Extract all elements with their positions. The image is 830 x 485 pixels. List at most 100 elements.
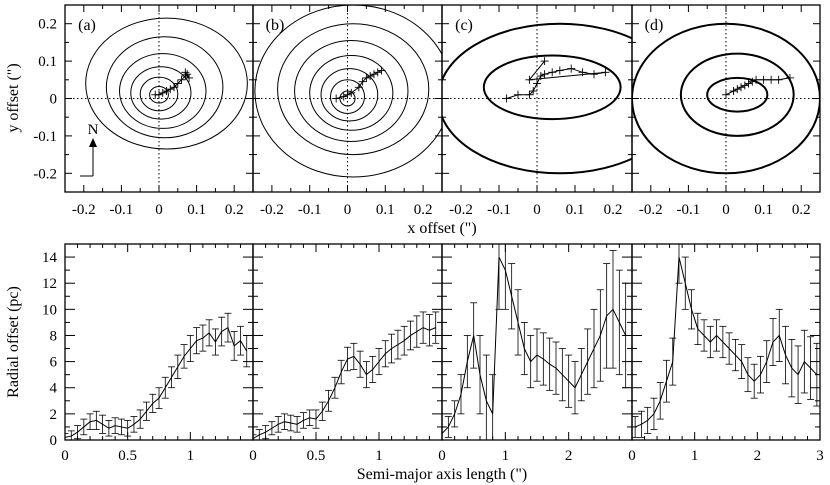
panel-label: (d) [645, 17, 664, 34]
top-panel-4: -0.2 -0.1 0 0.1 0.2 (d) [631, 4, 821, 218]
x-tick-label: 2 [754, 448, 762, 464]
contour-1 [706, 76, 769, 113]
centroid-point [373, 68, 382, 77]
centroid-point [548, 68, 557, 77]
x-tick-label: 0.5 [307, 448, 326, 464]
contour-6 [85, 17, 248, 150]
x-tick-label: 1 [502, 448, 510, 464]
centroid-point [343, 90, 352, 99]
radial-offset-line [634, 256, 818, 428]
centroid-point [362, 73, 371, 82]
centroid-point [177, 75, 186, 84]
plot-area [442, 244, 630, 440]
x-tick-label: 0 [249, 448, 257, 464]
centroid-track [725, 77, 791, 96]
x-tick-label: 0.1 [566, 202, 585, 218]
bottom-panel-4: 0 1 2 3 [628, 243, 824, 464]
x-tick-label: 0 [533, 202, 541, 218]
x-tick-label: 0.1 [376, 202, 395, 218]
panel-label: (b) [266, 17, 285, 34]
centroid-point [737, 83, 746, 92]
y-tick-label: 12 [42, 276, 57, 292]
x-tick-label: 1 [691, 448, 699, 464]
centroid-point [590, 70, 598, 79]
top-panel-1: -0.2 -0.1 0 0.1 0.2 (a) [64, 4, 254, 218]
y-tick-label: 14 [42, 250, 58, 266]
x-tick-label: 0 [438, 448, 446, 464]
panel-frame [252, 243, 443, 441]
centroid-point [162, 87, 171, 96]
centroid-point [514, 90, 522, 99]
y-tick-label: 10 [42, 302, 57, 318]
y-tick-label: 2 [50, 407, 58, 423]
x-tick-label: 0.2 [604, 202, 623, 218]
x-tick-label: 0.2 [225, 202, 244, 218]
top-x-axis-title: x offset (") [407, 220, 476, 237]
bottom-panel-1: 0 0.5 1 [61, 243, 254, 464]
centroid-point [752, 75, 761, 84]
x-tick-label: 0 [628, 448, 636, 464]
contour-3 [130, 66, 192, 120]
contour-5 [294, 40, 409, 143]
north-arrow-head [89, 138, 97, 147]
x-tick-label: 1 [187, 448, 195, 464]
centroid-track [506, 60, 606, 99]
centroid-point [785, 73, 794, 82]
north-arrow: N [80, 122, 99, 177]
centroid-point [183, 70, 192, 79]
y-tick-label: 8 [50, 328, 58, 344]
radial-offset-line [253, 327, 436, 440]
x-tick-label: -0.1 [487, 202, 511, 218]
centroid-point [366, 72, 375, 81]
centroid-point [332, 94, 341, 103]
panel-label: (c) [455, 17, 473, 34]
bottom-panel-2: 0 0.5 1 [249, 243, 443, 464]
centroid-point [166, 85, 175, 94]
contour-3 [320, 68, 379, 122]
error-bar [432, 311, 440, 344]
centroid-point [525, 75, 534, 84]
y-tick-label: 0 [50, 92, 58, 108]
y-tick-label: 0.1 [38, 54, 57, 70]
centroid-point [555, 66, 564, 75]
x-tick-label: 1 [375, 448, 383, 464]
centroid-point [540, 70, 549, 79]
centroid-point [540, 57, 549, 66]
plot-area [65, 312, 251, 440]
plot-area [253, 5, 442, 192]
contour-2 [329, 79, 366, 114]
x-tick-label: 0.2 [414, 202, 433, 218]
centroid-point [733, 85, 742, 94]
top-panel-3: -0.2 -0.1 0 0.1 0.2 (c) [441, 4, 633, 218]
north-arrow-label: N [88, 122, 99, 138]
x-tick-label: -0.2 [449, 202, 473, 218]
x-tick-label: 0 [722, 202, 730, 218]
top-panel-2: -0.2 -0.1 0 0.1 0.2 (b) [252, 4, 443, 218]
centroid-point [774, 75, 783, 84]
x-tick-label: 3 [816, 448, 824, 464]
centroid-point [536, 72, 545, 81]
x-tick-label: -0.1 [298, 202, 322, 218]
centroid-point [358, 77, 367, 86]
centroid-point [567, 64, 576, 73]
bottom-panel-3: 0 1 2 [438, 243, 633, 464]
contour-7 [254, 5, 442, 178]
x-tick-label: 0.5 [118, 448, 137, 464]
error-bar [253, 434, 257, 440]
contour-2 [139, 76, 179, 112]
centroid-point [354, 83, 363, 92]
centroid-point [744, 79, 753, 88]
centroid-point [525, 90, 534, 99]
centroid-point [347, 88, 356, 97]
contour-5 [105, 36, 224, 139]
y-tick-label: 0 [50, 433, 58, 449]
contour-4 [309, 54, 394, 131]
centroid-point [601, 68, 610, 77]
centroid-point [377, 66, 386, 75]
panel-frame [631, 243, 821, 441]
centroid-point [533, 79, 541, 88]
y-tick-label: 6 [50, 355, 58, 371]
plot-area [65, 5, 253, 192]
plot-area [253, 311, 440, 440]
